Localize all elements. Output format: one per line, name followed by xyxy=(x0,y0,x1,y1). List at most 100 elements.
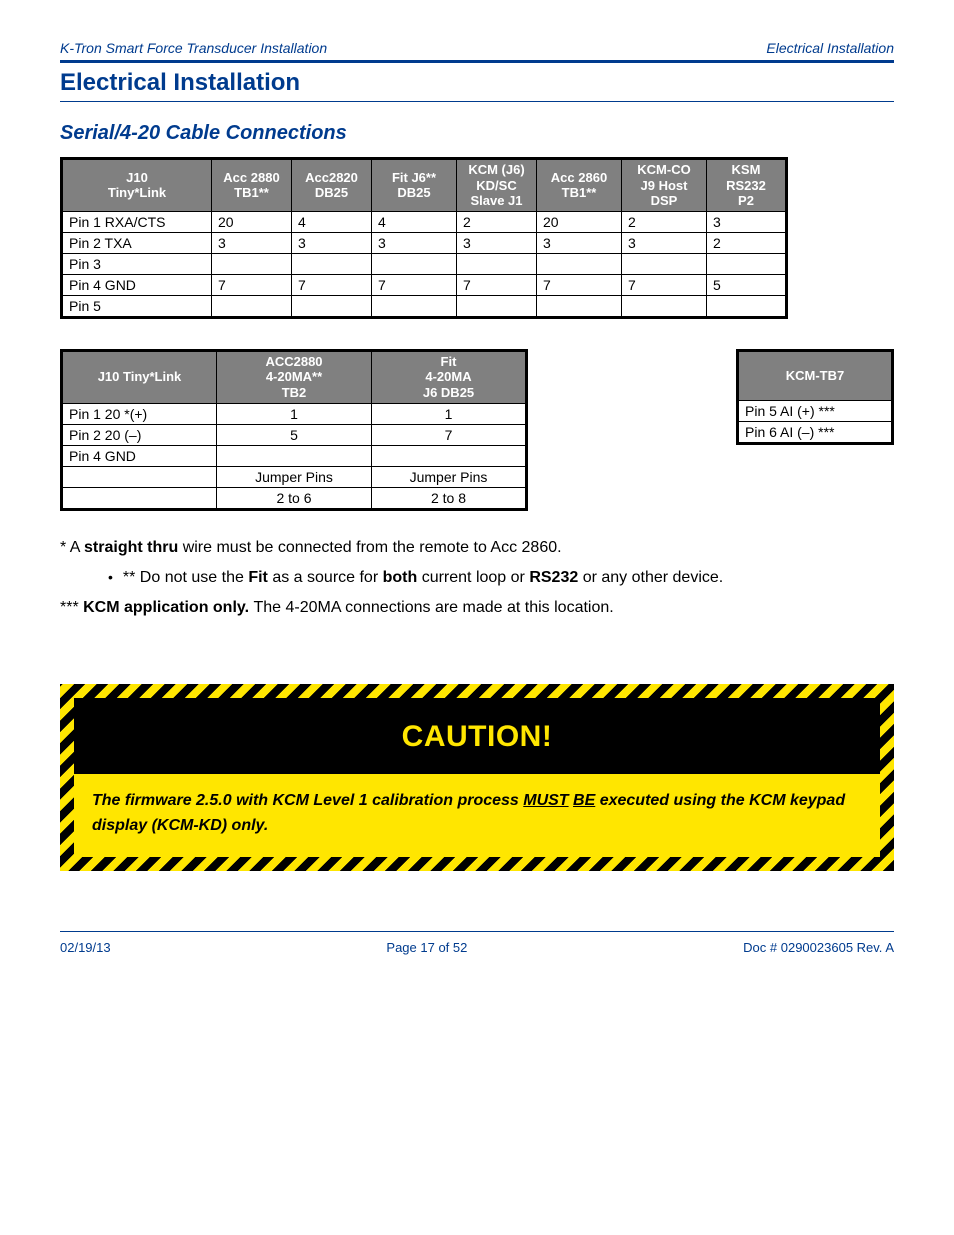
table-cell: 5 xyxy=(707,274,787,295)
table-header: KCM (J6)KD/SCSlave J1 xyxy=(457,159,537,212)
table-row: Pin 5 xyxy=(62,295,787,317)
table-header: KCM-COJ9 HostDSP xyxy=(622,159,707,212)
caution-body: The firmware 2.5.0 with KCM Level 1 cali… xyxy=(74,774,880,857)
table-cell: 3 xyxy=(372,232,457,253)
table-header: J10Tiny*Link xyxy=(62,159,212,212)
table-cell: Jumper Pins xyxy=(372,466,527,487)
footer-page: Page 17 of 52 xyxy=(386,940,467,955)
table-cell xyxy=(62,487,217,509)
table-cell: Pin 5 xyxy=(62,295,212,317)
table-cell xyxy=(292,295,372,317)
table-cell: 7 xyxy=(292,274,372,295)
table-cell: Pin 1 20 *(+) xyxy=(62,403,217,424)
table-row: 2 to 62 to 8 xyxy=(62,487,527,509)
notes-block: * A straight thru wire must be connected… xyxy=(60,533,894,624)
table-header: Fit4-20MAJ6 DB25 xyxy=(372,350,527,403)
table-cell: 7 xyxy=(622,274,707,295)
header-rule-thin xyxy=(60,101,894,102)
table-cell: 1 xyxy=(372,403,527,424)
table-cell: 20 xyxy=(537,211,622,232)
table-cell: 5 xyxy=(217,424,372,445)
table-cell xyxy=(622,253,707,274)
table-row: Jumper PinsJumper Pins xyxy=(62,466,527,487)
table-cell xyxy=(457,253,537,274)
footer-docno: Doc # 0290023605 Rev. A xyxy=(743,940,894,955)
caution-block: CAUTION! The firmware 2.5.0 with KCM Lev… xyxy=(60,684,894,871)
table-header: Fit J6**DB25 xyxy=(372,159,457,212)
table-cell: 3 xyxy=(622,232,707,253)
table-cell: 7 xyxy=(372,424,527,445)
table-cell xyxy=(372,445,527,466)
bullet-icon: • xyxy=(108,563,113,591)
table-header: KCM-TB7 xyxy=(738,350,893,400)
table-row: Pin 4 GND xyxy=(62,445,527,466)
table-cell: Jumper Pins xyxy=(217,466,372,487)
table-cell: 4 xyxy=(372,211,457,232)
table-cell: 2 xyxy=(457,211,537,232)
table-cell: 3 xyxy=(537,232,622,253)
table-cell: 3 xyxy=(292,232,372,253)
table-cell xyxy=(537,295,622,317)
section-heading: Serial/4-20 Cable Connections xyxy=(60,122,894,145)
table-header: Acc2820DB25 xyxy=(292,159,372,212)
table-cell xyxy=(537,253,622,274)
table-cell: 2 to 6 xyxy=(217,487,372,509)
table-cell: 2 to 8 xyxy=(372,487,527,509)
table-cell: 3 xyxy=(457,232,537,253)
table-row: Pin 5 AI (+) *** xyxy=(738,400,893,421)
table-cell: 4 xyxy=(292,211,372,232)
table-cell xyxy=(707,253,787,274)
table-row: Pin 3 xyxy=(62,253,787,274)
table-cell: Pin 3 xyxy=(62,253,212,274)
table-cell: Pin 6 AI (–) *** xyxy=(738,421,893,443)
table-cell: 1 xyxy=(217,403,372,424)
table-cell: 7 xyxy=(372,274,457,295)
table-cell: 2 xyxy=(622,211,707,232)
table-cell xyxy=(217,445,372,466)
table-cell xyxy=(372,253,457,274)
table-cell: Pin 2 TXA xyxy=(62,232,212,253)
table-cell: Pin 4 GND xyxy=(62,445,217,466)
footer-row: 02/19/13 Page 17 of 52 Doc # 0290023605 … xyxy=(60,940,894,955)
table-cell xyxy=(292,253,372,274)
table-header: KSMRS232P2 xyxy=(707,159,787,212)
table-header: Acc 2880TB1** xyxy=(212,159,292,212)
table-cell: 3 xyxy=(707,211,787,232)
header-rule-thick xyxy=(60,60,894,63)
note-3: *** KCM application only. The 4-20MA con… xyxy=(60,593,894,623)
table-cell: Pin 4 GND xyxy=(62,274,212,295)
table-row: Pin 2 TXA3333332 xyxy=(62,232,787,253)
footer-date: 02/19/13 xyxy=(60,940,111,955)
table-cell: 7 xyxy=(457,274,537,295)
table-row: Pin 1 RXA/CTS204422023 xyxy=(62,211,787,232)
table-cell: Pin 2 20 (–) xyxy=(62,424,217,445)
table-cell: 2 xyxy=(707,232,787,253)
serial-cable-table: J10Tiny*LinkAcc 2880TB1**Acc2820DB25Fit … xyxy=(60,157,788,319)
table-header: ACC28804-20MA**TB2 xyxy=(217,350,372,403)
table-row: Pin 2 20 (–)57 xyxy=(62,424,527,445)
table-cell xyxy=(372,295,457,317)
note-2: • ** Do not use the Fit as a source for … xyxy=(60,563,894,593)
table-cell xyxy=(707,295,787,317)
table-row: Pin 1 20 *(+)11 xyxy=(62,403,527,424)
table-cell xyxy=(457,295,537,317)
section-title: Electrical Installation xyxy=(766,40,894,56)
doc-title: K-Tron Smart Force Transducer Installati… xyxy=(60,40,327,56)
table-header: J10 Tiny*Link xyxy=(62,350,217,403)
acc-420ma-table: J10 Tiny*LinkACC28804-20MA**TB2Fit4-20MA… xyxy=(60,349,528,511)
table-header: Acc 2860TB1** xyxy=(537,159,622,212)
page-title: Electrical Installation xyxy=(60,69,894,97)
table-cell: 20 xyxy=(212,211,292,232)
table-cell: Pin 5 AI (+) *** xyxy=(738,400,893,421)
table-row: Pin 4 GND7777775 xyxy=(62,274,787,295)
header-row: K-Tron Smart Force Transducer Installati… xyxy=(60,40,894,56)
note-1: * A straight thru wire must be connected… xyxy=(60,533,894,563)
table-cell: Pin 1 RXA/CTS xyxy=(62,211,212,232)
kcm-tb7-table: KCM-TB7Pin 5 AI (+) ***Pin 6 AI (–) *** xyxy=(736,349,894,445)
table-cell: 7 xyxy=(212,274,292,295)
table-cell xyxy=(212,253,292,274)
table-cell: 7 xyxy=(537,274,622,295)
table-row: Pin 6 AI (–) *** xyxy=(738,421,893,443)
caution-title: CAUTION! xyxy=(74,698,880,774)
table-cell: 3 xyxy=(212,232,292,253)
